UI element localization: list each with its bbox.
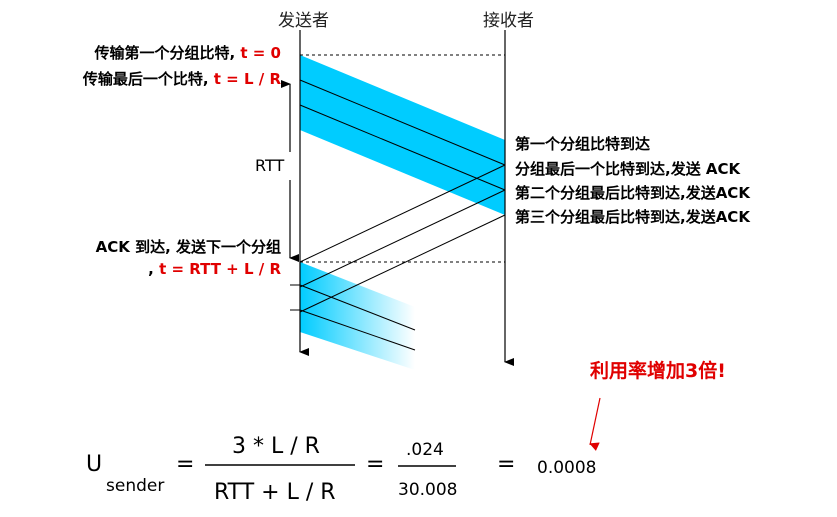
last-bit-text: 传输最后一个比特, bbox=[82, 70, 214, 88]
packet-line-2 bbox=[299, 104, 506, 191]
formula-result: 0.0008 bbox=[537, 458, 597, 478]
ack-line-2 bbox=[299, 189, 506, 288]
formula-sub: sender bbox=[106, 476, 165, 496]
sender-header: 发送者 bbox=[278, 11, 329, 31]
last-bit-time: t = L / R bbox=[213, 70, 281, 88]
packet2-line-1 bbox=[299, 284, 416, 331]
ack-time-prefix: , bbox=[148, 260, 160, 278]
first-bit-label: 传输第一个分组比特, t = 0 bbox=[94, 42, 281, 63]
utilization-note: 利用率增加3倍! bbox=[590, 360, 726, 382]
formula-num-1: 3 * L / R bbox=[232, 434, 320, 459]
ack-line-1 bbox=[299, 164, 506, 263]
packet-band-2c bbox=[300, 310, 415, 370]
formula-num-2: .024 bbox=[406, 440, 444, 460]
third-ack-label: 第三个分组最后比特到达,发送ACK bbox=[515, 208, 750, 226]
ack-arrive-label: ACK 到达, 发送下一个分组 bbox=[95, 238, 281, 256]
formula-eq-2: = bbox=[366, 452, 385, 477]
packet-line-1 bbox=[299, 79, 506, 166]
formula-eq-1: = bbox=[176, 452, 195, 477]
ack-time-label: , t = RTT + L / R bbox=[148, 260, 281, 278]
ack-line-3 bbox=[299, 214, 506, 313]
packet2-line-2 bbox=[299, 309, 416, 351]
first-bit-text: 传输第一个分组比特, bbox=[94, 44, 241, 62]
ack-time-value: t = RTT + L / R bbox=[159, 260, 281, 278]
last-bit-label: 传输最后一个比特, t = L / R bbox=[83, 68, 281, 89]
packet-band-1 bbox=[300, 55, 505, 215]
formula-den-1: RTT + L / R bbox=[214, 480, 336, 505]
first-arrive-label: 第一个分组比特到达 bbox=[515, 135, 651, 153]
note-arrow bbox=[589, 397, 601, 451]
first-bit-time: t = 0 bbox=[240, 44, 281, 62]
packet-band-2a bbox=[300, 262, 415, 330]
formula-u: U bbox=[86, 452, 103, 477]
rtt-label: RTT bbox=[255, 156, 285, 175]
formula-den-2: 30.008 bbox=[398, 480, 458, 500]
last-arrive-ack-label: 分组最后一个比特到达,发送 ACK bbox=[515, 160, 741, 178]
receiver-header: 接收者 bbox=[483, 11, 534, 31]
formula-eq-3: = bbox=[497, 452, 516, 477]
second-ack-label: 第二个分组最后比特到达,发送ACK bbox=[515, 184, 750, 202]
packet-band-2b bbox=[300, 285, 415, 350]
